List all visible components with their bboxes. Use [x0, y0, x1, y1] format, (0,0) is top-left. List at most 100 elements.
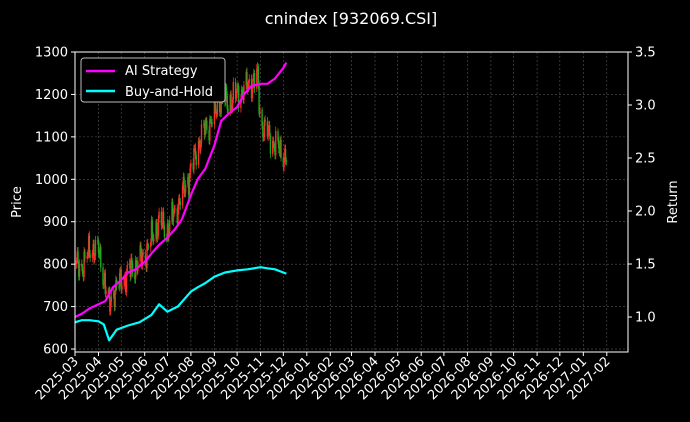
- price-candle-body: [241, 89, 244, 92]
- price-candle-body: [268, 125, 270, 129]
- price-candle-body: [166, 223, 169, 239]
- price-candle-body: [129, 263, 131, 277]
- price-candle-body: [266, 121, 269, 137]
- price-candle-body: [182, 177, 185, 186]
- price-candle-body: [139, 245, 141, 262]
- price-candle-body: [204, 122, 206, 136]
- price-candle-body: [278, 148, 281, 154]
- price-candle-body: [97, 240, 99, 242]
- price-candle-body: [198, 140, 200, 144]
- price-candle-body: [93, 255, 96, 261]
- price-candle-body: [261, 109, 263, 127]
- price-candle-body: [184, 184, 187, 193]
- price-candle-body: [231, 99, 234, 109]
- price-candle-body: [258, 85, 260, 114]
- price-candle-body: [150, 220, 153, 243]
- ai-strategy-line: [74, 62, 288, 318]
- price-candle-body: [102, 267, 104, 286]
- right-tick-label: 3.0: [635, 99, 656, 114]
- price-candle-body: [91, 252, 94, 258]
- price-candle-body: [98, 253, 100, 256]
- price-candle-body: [234, 81, 237, 99]
- price-candle-body: [105, 290, 107, 294]
- price-candle-body: [189, 167, 191, 178]
- price-candle-body: [220, 99, 222, 114]
- price-candle-body: [226, 95, 228, 109]
- price-candle-body: [92, 243, 94, 253]
- price-candle-body: [236, 88, 238, 94]
- price-candle-body: [119, 269, 122, 273]
- price-candle-body: [235, 93, 238, 99]
- price-candle-body: [278, 141, 280, 149]
- price-candle-body: [237, 85, 239, 89]
- price-candle-body: [130, 257, 132, 277]
- price-candle-body: [195, 155, 197, 166]
- price-candle-body: [125, 275, 127, 292]
- price-candle-body: [131, 263, 134, 274]
- price-candle-body: [193, 148, 195, 170]
- price-candle-body: [190, 162, 192, 168]
- price-candle-body: [231, 108, 233, 110]
- price-candle-body: [152, 235, 154, 242]
- price-candle-body: [141, 252, 144, 266]
- price-candle-body: [209, 119, 212, 121]
- price-candle-body: [262, 126, 264, 138]
- price-candle-body: [256, 68, 258, 89]
- price-candle-body: [268, 125, 271, 136]
- right-tick-label: 1.5: [635, 258, 656, 273]
- price-candle-body: [232, 81, 235, 100]
- price-candle-body: [151, 220, 153, 236]
- price-candle-body: [188, 177, 191, 195]
- price-candle-body: [81, 266, 84, 275]
- price-candle-body: [193, 147, 196, 149]
- price-candle-body: [160, 211, 163, 226]
- price-candle-body: [199, 143, 201, 151]
- price-candle-body: [87, 253, 89, 257]
- price-candle-body: [213, 97, 216, 125]
- price-candle-body: [252, 78, 254, 88]
- left-tick-label: 1300: [35, 46, 68, 61]
- right-tick-label: 2.5: [635, 152, 656, 167]
- price-candle-body: [200, 143, 202, 151]
- price-candle-body: [140, 245, 142, 253]
- price-candle-body: [215, 108, 217, 115]
- legend-label-ai-strategy: AI Strategy: [125, 64, 198, 79]
- price-candle-body: [86, 256, 88, 259]
- price-candle-body: [147, 246, 150, 248]
- chart-title: cnindex [932069.CSI]: [265, 9, 438, 28]
- price-candle-body: [274, 148, 276, 156]
- price-candle-body: [172, 214, 175, 222]
- price-candle-body: [209, 119, 211, 141]
- price-candle-body: [162, 211, 164, 225]
- price-candle-body: [155, 222, 157, 239]
- price-candle-body: [277, 131, 279, 142]
- price-candle-body: [167, 223, 169, 238]
- price-candle-body: [272, 141, 275, 144]
- left-axis-label: Price: [10, 186, 25, 218]
- price-candle-body: [250, 78, 253, 99]
- price-candle-body: [110, 296, 113, 302]
- price-candle-body: [94, 240, 97, 256]
- right-tick-label: 3.5: [635, 46, 656, 61]
- price-candle-body: [203, 123, 205, 125]
- price-candle-body: [157, 218, 160, 236]
- price-candle-body: [184, 192, 186, 194]
- price-candle-body: [128, 263, 131, 265]
- price-candle-body: [206, 120, 208, 131]
- right-tick-label: 1.0: [635, 311, 656, 326]
- price-candle-body: [251, 87, 253, 99]
- price-candle-body: [229, 94, 231, 112]
- price-candle-body: [153, 238, 155, 242]
- price-candle-body: [174, 208, 176, 210]
- price-candle-body: [93, 243, 95, 261]
- price-candle-body: [178, 198, 181, 202]
- price-candle-body: [100, 246, 102, 268]
- price-candle-body: [112, 293, 115, 297]
- price-candle-body: [192, 162, 194, 170]
- price-candle-body: [214, 97, 216, 109]
- price-candle-body: [103, 272, 106, 284]
- price-candle-body: [253, 72, 255, 79]
- price-candle-body: [227, 108, 229, 112]
- price-candle-body: [123, 277, 125, 287]
- price-candle-body: [84, 251, 86, 259]
